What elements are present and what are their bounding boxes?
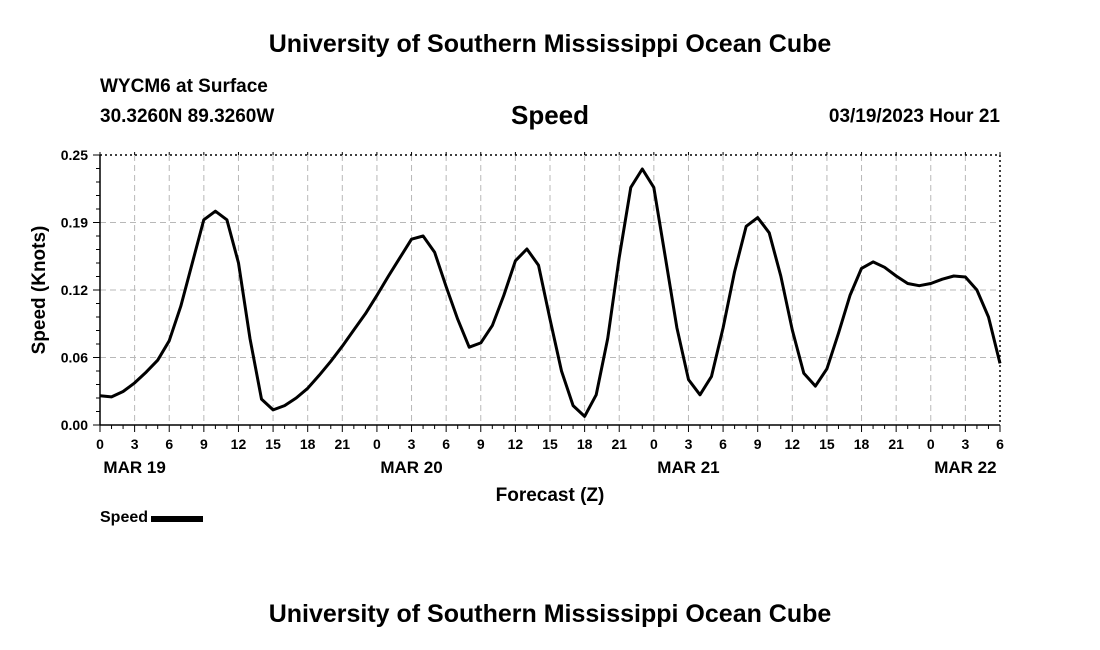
x-date-label: MAR 19 <box>103 458 165 477</box>
x-tick-label: 3 <box>408 436 416 452</box>
x-tick-label: 15 <box>819 436 835 452</box>
x-date-label: MAR 21 <box>657 458 719 477</box>
x-tick-label: 0 <box>96 436 104 452</box>
y-tick-label: 0.00 <box>61 417 88 433</box>
x-tick-label: 15 <box>542 436 558 452</box>
y-axis-title: Speed (Knots) <box>29 226 50 355</box>
x-tick-label: 18 <box>577 436 593 452</box>
labels-layer: 0 3 6 9 12 15 18 21 0 3 6 9 12 15 18 21 0 3 6 9 12 15 18 21 0 3 6 0… <box>61 147 1004 477</box>
x-tick-label: 12 <box>508 436 524 452</box>
x-tick-label: 21 <box>611 436 627 452</box>
x-tick-label: 6 <box>165 436 173 452</box>
timestamp-label: 03/19/2023 Hour 21 <box>828 106 1000 127</box>
y-tick-label: 0.19 <box>61 215 88 231</box>
variable-title: Speed <box>510 100 590 130</box>
x-tick-label: 0 <box>650 436 658 452</box>
legend-label: Speed <box>100 509 149 526</box>
y-tick-label: 0.12 <box>61 282 88 298</box>
x-tick-label: 21 <box>888 436 904 452</box>
x-tick-label: 6 <box>996 436 1004 452</box>
chart-title-bottom: University of Southern Mississippi Ocean… <box>268 600 832 628</box>
x-tick-label: 6 <box>719 436 727 452</box>
x-tick-label: 18 <box>300 436 316 452</box>
x-tick-label: 3 <box>131 436 139 452</box>
speed-series-line <box>99 167 1002 418</box>
x-tick-label: 0 <box>373 436 381 452</box>
x-date-label: MAR 20 <box>380 458 442 477</box>
x-tick-label: 3 <box>685 436 693 452</box>
y-tick-label: 0.06 <box>61 350 88 366</box>
station-label: WYCM6 at Surface <box>100 76 268 97</box>
x-tick-label: 6 <box>442 436 450 452</box>
legend-swatch <box>151 516 204 522</box>
x-tick-label: 9 <box>200 436 208 452</box>
chart-title-top: University of Southern Mississippi Ocean… <box>268 30 832 58</box>
x-tick-label: 9 <box>754 436 762 452</box>
x-date-label: MAR 22 <box>934 458 996 477</box>
x-tick-label: 0 <box>927 436 935 452</box>
x-tick-label: 15 <box>265 436 281 452</box>
x-tick-label: 9 <box>477 436 485 452</box>
axes-layer <box>93 152 1001 432</box>
x-tick-label: 21 <box>335 436 351 452</box>
x-tick-label: 18 <box>854 436 870 452</box>
y-tick-label: 0.25 <box>61 147 88 163</box>
x-tick-label: 12 <box>231 436 247 452</box>
coordinates-label: 30.3260N 89.3260W <box>100 106 275 127</box>
legend: Speed <box>100 509 204 527</box>
x-tick-label: 3 <box>961 436 969 452</box>
grid-layer <box>100 155 1000 425</box>
x-axis-title: Forecast (Z) <box>496 485 605 506</box>
x-tick-label: 12 <box>785 436 801 452</box>
